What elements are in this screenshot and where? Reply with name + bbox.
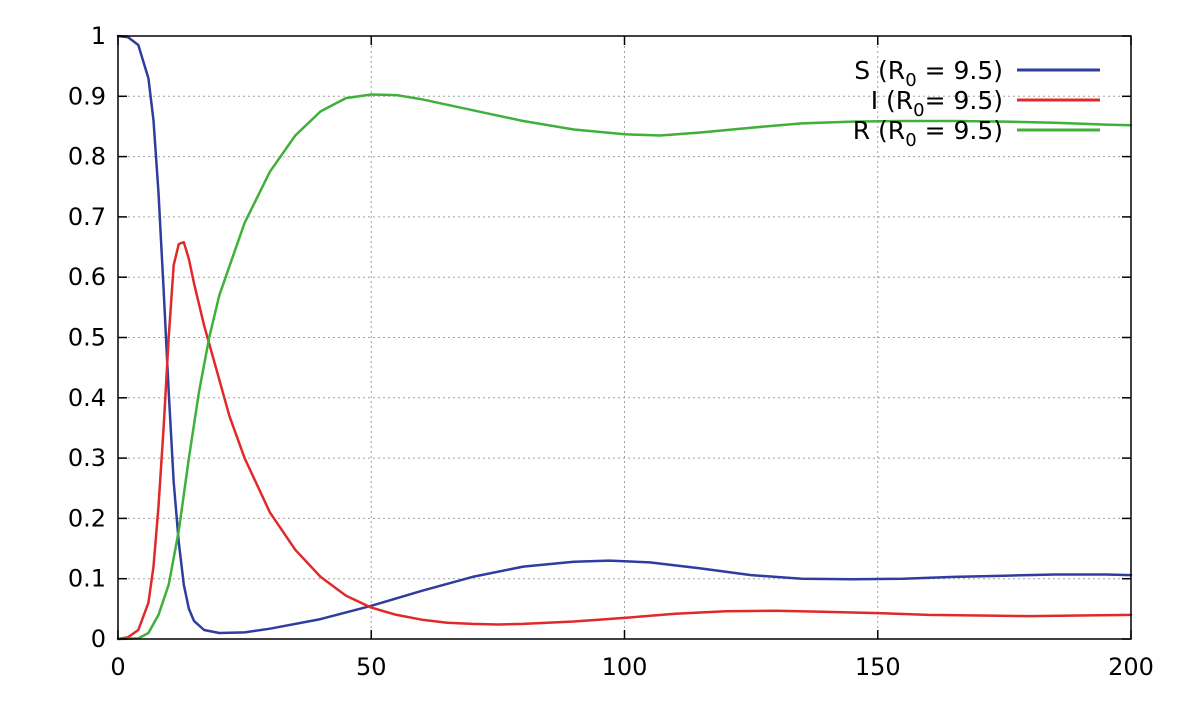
series-line-r — [116, 93, 1133, 641]
x-tick-label: 200 — [1108, 653, 1154, 681]
y-tick-label: 0.6 — [68, 263, 106, 291]
x-tick-label: 100 — [602, 653, 648, 681]
y-tick-label: 1 — [91, 22, 106, 50]
y-tick-label: 0.3 — [68, 444, 106, 472]
legend: S (R0 = 9.5)I (R0= 9.5)R (R0 = 9.5) — [853, 56, 1100, 151]
x-tick-label: 50 — [356, 653, 387, 681]
series-line-s — [116, 34, 1133, 635]
y-tick-label: 0.2 — [68, 504, 106, 532]
legend-label-tail: = 9.5) — [925, 86, 1003, 115]
legend-label-i: I (R0= 9.5) — [871, 86, 1003, 121]
legend-label-r: R (R0 = 9.5) — [853, 116, 1003, 151]
y-tick-label: 0.5 — [68, 324, 106, 352]
legend-label-tail: = 9.5) — [917, 56, 1003, 85]
legend-label-s: S (R0 = 9.5) — [854, 56, 1003, 91]
x-tick-label: 150 — [855, 653, 901, 681]
y-tick-label: 0.9 — [68, 82, 106, 110]
y-tick-label: 0.1 — [68, 565, 106, 593]
y-tick-label: 0 — [91, 625, 106, 653]
y-axis: 0 0.1 0.2 0.3 0.4 0.5 0.6 0.7 0.8 0.9 1 — [68, 22, 106, 653]
legend-label-main: S (R — [854, 56, 905, 85]
x-tick-label: 0 — [110, 653, 125, 681]
series-line-i — [116, 240, 1133, 641]
y-tick-label: 0.8 — [68, 143, 106, 171]
y-tick-label: 0.4 — [68, 384, 106, 412]
x-axis: 0 50 100 150 200 — [110, 653, 1154, 681]
series-lines — [116, 34, 1133, 641]
axis-tick-marks — [117, 35, 1132, 640]
grid-lines — [118, 36, 1131, 639]
legend-label-subscript: 0 — [905, 130, 916, 151]
legend-label-subscript: 0 — [905, 70, 916, 91]
legend-label-subscript: 0 — [913, 100, 924, 121]
legend-label-tail: = 9.5) — [917, 116, 1003, 145]
legend-label-main: I (R — [871, 86, 913, 115]
y-tick-label: 0.7 — [68, 203, 106, 231]
legend-label-main: R (R — [853, 116, 905, 145]
